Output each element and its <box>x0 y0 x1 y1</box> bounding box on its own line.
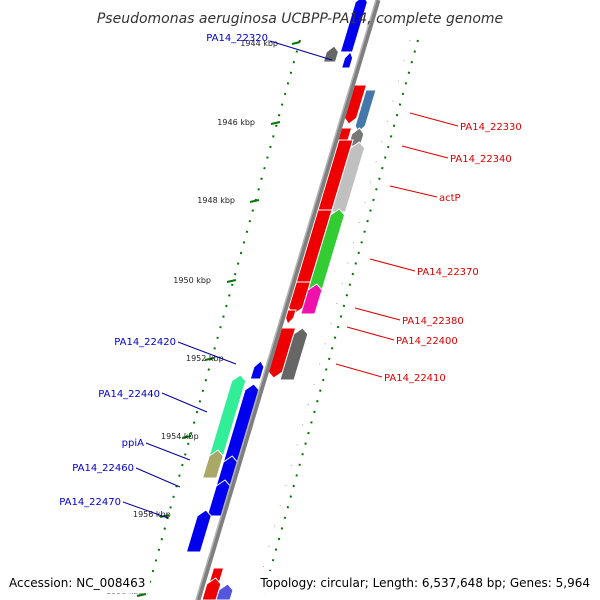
inner-tick-ring <box>144 39 301 600</box>
tick-mark <box>136 593 147 597</box>
gene-label-pa14-22320[interactable]: PA14_22320 <box>206 33 268 44</box>
tick-label: 1952 kbp <box>186 354 224 363</box>
leader-line <box>369 258 416 272</box>
gene-label-pa14-22420[interactable]: PA14_22420 <box>114 337 176 348</box>
tick-mark <box>291 41 301 45</box>
tick-mark <box>159 514 170 518</box>
leader-line <box>335 363 383 378</box>
gene-label-pa14-22470[interactable]: PA14_22470 <box>59 497 121 508</box>
pa14-22370-green-block[interactable] <box>307 208 346 291</box>
gene-label-pa14-22410[interactable]: PA14_22410 <box>384 373 446 384</box>
tick-label: 1948 kbp <box>197 196 235 205</box>
footer-left-bg <box>0 571 150 593</box>
tick-mark <box>181 435 192 439</box>
tick-mark <box>249 199 260 203</box>
genome-backbone <box>195 0 381 600</box>
tick-mark <box>226 279 237 283</box>
leader-line <box>145 442 191 461</box>
pa14-22330-blue-block[interactable] <box>354 89 377 133</box>
gene-label-pa14-22440[interactable]: PA14_22440 <box>98 389 160 400</box>
pa14-22420-blue-arrow[interactable] <box>249 360 265 380</box>
genome-backbone-highlight <box>195 0 377 600</box>
leader-line <box>161 392 208 413</box>
pa14-22410-gray-block[interactable] <box>279 327 309 381</box>
leader-line <box>409 112 459 127</box>
outer-tick-ring <box>261 39 419 600</box>
gene-label-pa14-22370[interactable]: PA14_22370 <box>417 267 479 278</box>
small-blue-arrow[interactable] <box>340 51 354 69</box>
pa14-22320-arrow[interactable] <box>339 0 368 53</box>
gene-label-pa14-22330[interactable]: PA14_22330 <box>460 122 522 133</box>
tick-label: 1954 kbp <box>161 432 199 441</box>
tick-label: 1946 kbp <box>217 118 255 127</box>
map-title: Pseudomonas aeruginosa UCBPP-PA14, compl… <box>97 11 503 27</box>
pa14-22380-red-arrow[interactable] <box>288 281 312 315</box>
leader-line <box>346 326 395 341</box>
leader-line <box>135 467 181 488</box>
accession-text: Accession: NC_008463 <box>9 576 145 590</box>
topology-text: Topology: circular; Length: 6,537,648 bp… <box>259 576 590 590</box>
leader-line <box>401 145 449 159</box>
tick-label: 1956 kbp <box>133 510 171 519</box>
label-leader-lines <box>122 40 459 519</box>
gene-label-actp[interactable]: actP <box>439 193 461 204</box>
tick-mark <box>204 357 215 361</box>
pa14-22440-green-block[interactable] <box>208 374 247 456</box>
gene-label-pa14-22380[interactable]: PA14_22380 <box>402 316 464 327</box>
gene-labels: PA14_22320 PA14_22330 PA14_22340 actP PA… <box>59 33 522 508</box>
tick-label: 1944 kbp <box>240 39 278 48</box>
footer-right-bg <box>256 571 600 593</box>
gene-label-pa14-22460[interactable]: PA14_22460 <box>72 463 134 474</box>
tick-mark <box>270 121 281 125</box>
gene-features <box>185 0 377 600</box>
gene-label-pa14-22340[interactable]: PA14_22340 <box>450 154 512 165</box>
gene-label-pa14-22400[interactable]: PA14_22400 <box>396 336 458 347</box>
leader-line <box>177 341 237 365</box>
actp-gray-block[interactable] <box>330 141 366 213</box>
pa14-22380-magenta-block[interactable] <box>300 283 323 315</box>
leader-line <box>389 185 438 198</box>
outer-minor-ring <box>253 39 411 600</box>
pa14-22470-blue-arrow-2[interactable] <box>185 509 212 553</box>
bottom-purple-block[interactable] <box>215 583 234 600</box>
leader-line <box>269 40 333 61</box>
leader-line <box>122 501 169 519</box>
small-red-arrow[interactable] <box>285 309 297 325</box>
leader-line <box>354 307 401 321</box>
gene-label-ppia[interactable]: ppiA <box>122 438 144 449</box>
ppia-olive-block[interactable] <box>201 449 224 479</box>
tick-label: 1950 kbp <box>173 276 211 285</box>
